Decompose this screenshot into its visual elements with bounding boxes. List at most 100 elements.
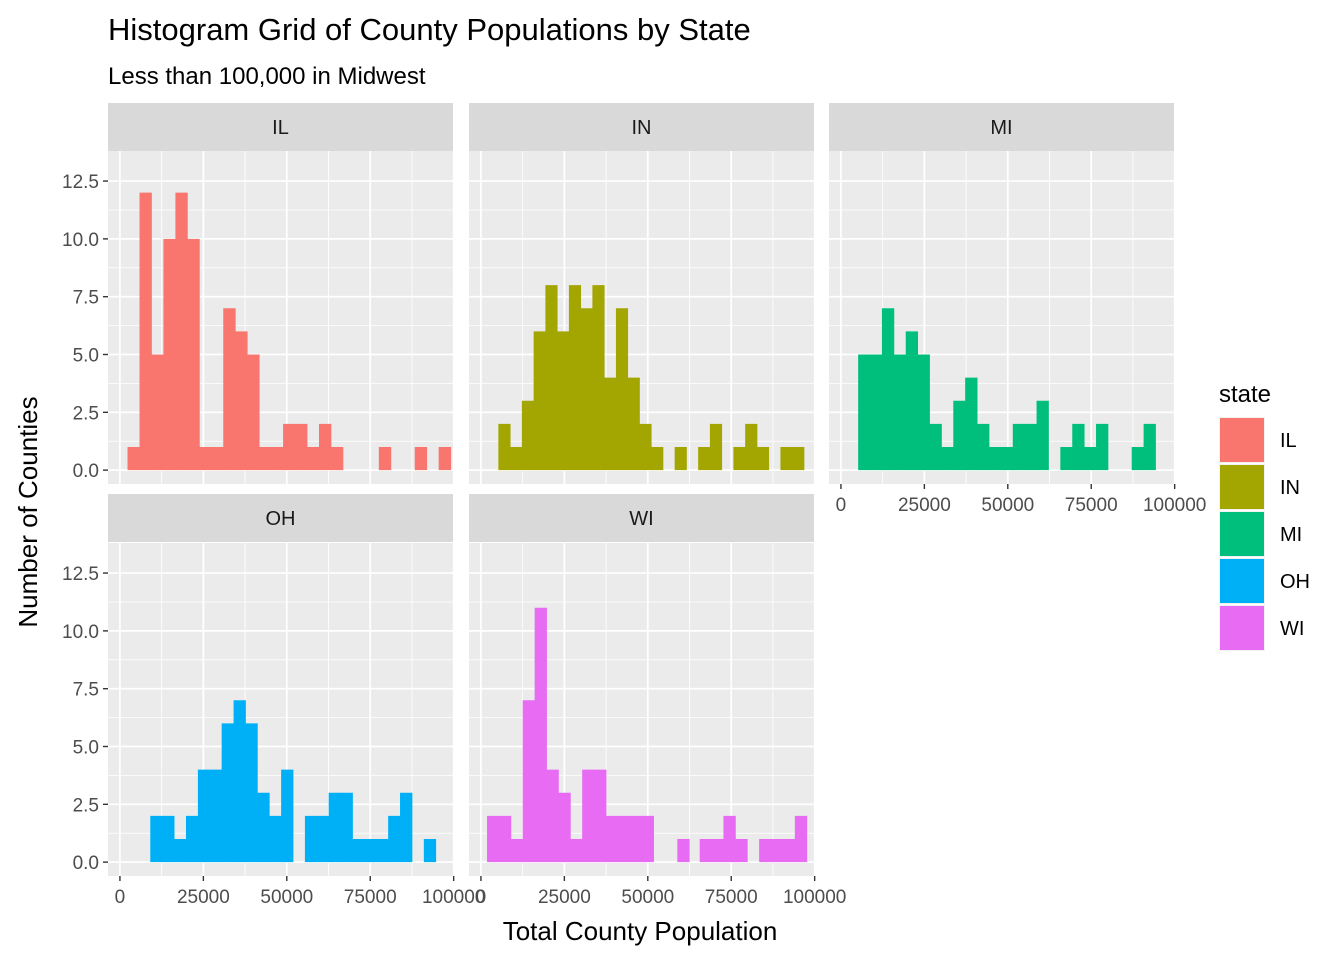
histogram-bar [929,423,942,471]
histogram-bar [221,723,234,863]
histogram-bar [245,723,258,863]
x-tick-label: 100000 [422,887,485,908]
histogram-bar [604,377,617,471]
histogram-bar [953,400,966,471]
legend-swatch [1220,606,1264,650]
histogram-bar [510,447,523,471]
histogram-bar [378,447,392,471]
histogram-bar [127,447,140,471]
histogram-bar [376,839,389,863]
histogram-bar [533,331,546,471]
histogram-bar [545,285,558,471]
histogram-bar [723,815,736,863]
facet-strip-label: IL [272,117,289,139]
histogram-bar [175,192,188,471]
histogram-bar [557,331,570,471]
histogram-bar [965,377,978,471]
histogram-bar [304,815,318,863]
histogram-bar [641,815,654,863]
histogram-bar [247,354,260,471]
legend: IL IN MI OH WI [1219,417,1310,651]
histogram-bar [756,447,770,471]
legend-swatch [1220,512,1264,556]
histogram-bar [1012,423,1026,471]
histogram-bar [211,447,224,471]
histogram-bar [917,354,930,471]
y-tick-label: 0.0 [73,461,99,482]
histogram-bar [340,792,353,863]
y-tick-label: 2.5 [73,795,99,816]
histogram-bar [150,815,163,863]
facet-strip [108,494,453,542]
y-tick-label: 10.0 [62,622,99,643]
histogram-bar [307,447,320,471]
histogram-bar [794,815,808,863]
y-tick-label: 5.0 [73,346,99,367]
histogram-bar [627,377,640,471]
histogram-bar [711,839,724,863]
histogram-bar [163,238,176,471]
histogram-bar [858,354,871,471]
histogram-bar [257,792,270,863]
histogram-bar [988,447,1002,471]
histogram-bar [197,769,211,863]
histogram-bar [199,447,212,471]
legend-label: OH [1280,571,1310,593]
histogram-bar [319,423,332,471]
histogram-bar [605,815,619,863]
legend-label: WI [1280,618,1304,640]
facet-strip [108,103,453,151]
histogram-bar [580,308,593,471]
x-tick-label: 100000 [783,887,846,908]
legend-item-in: IN [1219,464,1300,510]
histogram-bar [759,839,772,863]
x-tick-label: 25000 [177,887,230,908]
histogram-bar [771,839,784,863]
histogram-bar [674,447,687,471]
histogram-bar [546,769,559,863]
x-tick-label: 75000 [705,887,758,908]
facet-panel-in: IN [469,103,816,484]
histogram-bar [792,447,805,471]
legend-label: MI [1280,524,1302,546]
legend-label: IN [1280,477,1300,499]
histogram-bar [316,815,330,863]
histogram-bar [735,839,748,863]
histogram-bar [1131,447,1144,471]
legend-title: state [1219,381,1271,408]
histogram-bar [651,447,664,471]
chart-subtitle: Less than 100,000 in Midwest [108,63,426,90]
legend-swatch [1220,465,1264,509]
histogram-bar [162,815,175,863]
histogram-bar [521,400,535,471]
legend-item-wi: WI [1219,605,1304,651]
histogram-bar [592,285,605,471]
histogram-bar [498,815,512,863]
histogram-bar [615,308,629,471]
histogram-bar [1084,447,1097,471]
histogram-bar [1143,423,1156,471]
x-tick-label: 0 [476,887,487,908]
x-tick-label: 0 [115,887,126,908]
y-axis-title: Number of Counties [13,396,43,627]
histogram-bar [629,815,643,863]
y-tick-label: 7.5 [73,288,99,309]
histogram-bar [328,792,341,863]
histogram-bar [870,354,883,471]
legend-item-il: IL [1219,417,1297,463]
histogram-bar [677,839,690,863]
histogram-bar [594,769,607,863]
histogram-bar [582,769,595,863]
y-tick-label: 2.5 [73,403,99,424]
histogram-bar [187,238,200,471]
histogram-bar [1036,400,1049,471]
histogram-bar [223,308,236,471]
histogram-bar [1096,423,1109,471]
y-tick-label: 12.5 [62,564,99,585]
facet-strip [469,103,814,151]
histogram-bar [780,447,793,471]
histogram-bar [233,700,246,863]
histogram-bar [139,192,152,471]
